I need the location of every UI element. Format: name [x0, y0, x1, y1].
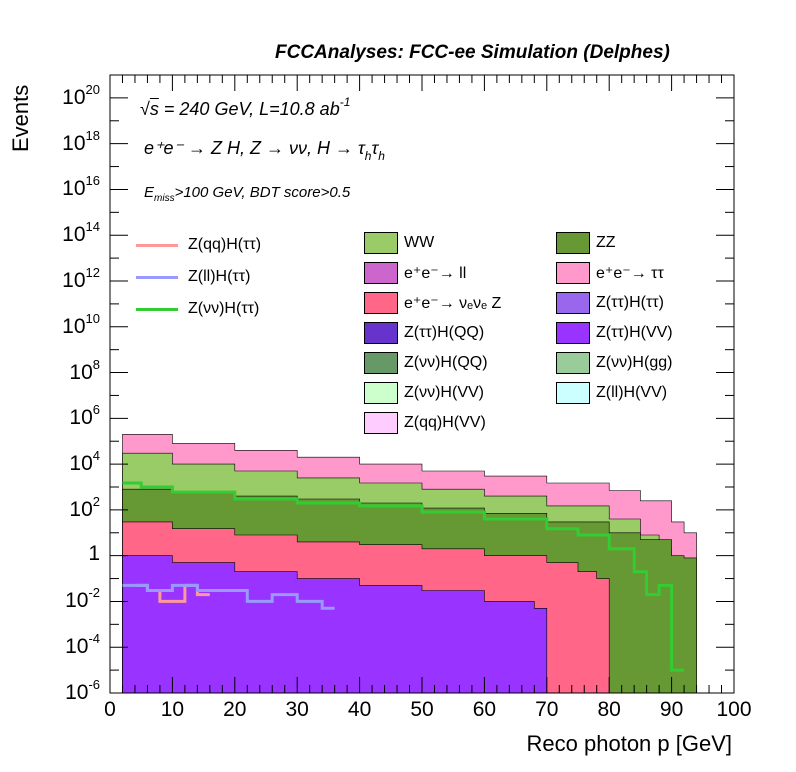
cut-e: E [144, 184, 155, 201]
y-tick-label: 10-4 [65, 631, 100, 659]
legend-label: Z(νν)H(QQ) [404, 354, 488, 371]
legend-item-tautauHQQ: Z(ττ)H(QQ) [364, 322, 484, 344]
legend-label: e⁺e⁻→ ττ [596, 265, 664, 282]
legend-label: Z(ll)H(ττ) [188, 268, 251, 285]
legend-label: Z(ll)H(VV) [596, 384, 668, 401]
energy-lumi-label: √s = 240 GeV, L=10.8 ab-1 [140, 95, 351, 119]
x-tick-label: 60 [472, 698, 497, 721]
legend-item-nunuHQQ: Z(νν)H(QQ) [364, 352, 488, 374]
legend-label: ZZ [596, 234, 616, 251]
legend-swatch [364, 352, 398, 374]
plot-header: FCCAnalyses: FCC-ee Simulation (Delphes) [275, 42, 670, 63]
y-tick-label: 1018 [62, 127, 100, 155]
cut-text: >100 GeV, BDT score>0.5 [174, 184, 351, 201]
process-label: e⁺e⁻ → Z H, Z → νν, H → τhτh [144, 138, 385, 163]
process-text: e⁺e⁻ → Z H, Z → νν, H → τ [144, 138, 365, 158]
legend-item-llHVV: Z(ll)H(VV) [556, 382, 667, 404]
x-tick-label: 0 [104, 698, 116, 721]
y-tick-label: 1020 [62, 81, 100, 109]
legend-line [136, 307, 178, 311]
legend-swatch [364, 382, 398, 404]
y-tick-label: 108 [69, 356, 100, 384]
cut-sub: miss [154, 193, 175, 204]
energy-text: = 240 GeV, L=10.8 ab [158, 99, 340, 119]
lumi-exponent: -1 [339, 95, 351, 109]
tau-sub-1: h [364, 149, 372, 163]
sqrt-s: s [149, 99, 159, 119]
y-tick-label: 1014 [62, 219, 100, 247]
legend-item-sig_qq: Z(qq)H(ττ) [136, 236, 261, 254]
legend-item-ee_ll: e⁺e⁻→ ll [364, 262, 466, 284]
tau-sub-2: h [378, 149, 385, 163]
x-tick-label: 40 [347, 698, 372, 721]
legend-item-tautauHtautau: Z(ττ)H(ττ) [556, 292, 664, 314]
legend-line [136, 275, 178, 279]
y-tick-label: 10-6 [65, 677, 100, 704]
signal-sig_ll [122, 583, 335, 610]
legend-label: Z(νν)H(gg) [596, 354, 673, 371]
stacked-histograms [122, 434, 697, 694]
legend-item-nunuHgg: Z(νν)H(gg) [556, 352, 672, 374]
legend-swatch [556, 382, 590, 404]
y-tick-label: 104 [69, 448, 100, 476]
cut-label: Emiss>100 GeV, BDT score>0.5 [144, 184, 351, 204]
legend-swatch [364, 232, 398, 254]
x-tick-label: 90 [659, 698, 684, 721]
legend-item-ZZ: ZZ [556, 232, 616, 254]
legend-swatch [556, 262, 590, 284]
legend-label: Z(qq)H(VV) [404, 414, 486, 431]
legend-item-nunuHVV: Z(νν)H(VV) [364, 382, 484, 404]
y-tick-label: 1016 [62, 173, 100, 201]
x-tick-label: 80 [597, 698, 621, 721]
legend-label: Z(qq)H(ττ) [188, 236, 262, 253]
x-axis-label: Reco photon p [GeV] [526, 731, 732, 756]
legend-label: e⁺e⁻→ νₑνₑ Z [404, 295, 502, 312]
y-tick-label: 102 [69, 493, 100, 521]
tau-2: τ [371, 138, 379, 158]
x-tick-label: 10 [160, 698, 185, 721]
x-tick-label: 100 [716, 698, 752, 721]
legend-label: Z(ττ)H(QQ) [404, 324, 485, 341]
x-tick-label: 70 [535, 698, 559, 721]
legend-label: Z(νν)H(ττ) [188, 300, 260, 317]
y-tick-label: 1010 [62, 310, 100, 338]
legend-item-ee_nunuZ: e⁺e⁻→ νₑνₑ Z [364, 292, 501, 314]
x-tick-label: 50 [410, 698, 434, 721]
y-tick-label: 1012 [62, 265, 100, 292]
x-tick-label: 30 [285, 698, 309, 721]
legend-swatch [556, 322, 590, 344]
legend-item-sig_ll: Z(ll)H(ττ) [136, 268, 250, 286]
legend-label: Z(ττ)H(VV) [596, 324, 673, 341]
legend-label: Z(νν)H(VV) [404, 384, 484, 401]
legend-item-ee_tautau: e⁺e⁻→ ττ [556, 262, 664, 284]
legend-swatch [556, 292, 590, 314]
legend-swatch [364, 262, 398, 284]
legend-swatch [556, 352, 590, 374]
legend-swatch [556, 232, 590, 254]
y-tick-label: 106 [69, 402, 100, 430]
legend-item-WW: WW [364, 232, 434, 254]
legend-swatch [364, 412, 398, 434]
x-tick-label: 20 [223, 698, 247, 721]
y-tick-label: 10-2 [65, 585, 100, 613]
legend-item-sig_nunu: Z(νν)H(ττ) [136, 300, 259, 318]
legend-item-tautauHVV: Z(ττ)H(VV) [556, 322, 673, 344]
legend-item-qqHVV: Z(qq)H(VV) [364, 412, 486, 434]
legend-label: e⁺e⁻→ ll [404, 265, 467, 282]
legend-line [136, 243, 178, 247]
axis-ticks [109, 75, 735, 694]
signal-sig_nunu [122, 481, 685, 672]
legend-label: WW [404, 234, 435, 251]
legend-label: Z(ττ)H(ττ) [596, 294, 664, 311]
signal-lines [122, 481, 685, 672]
legend-swatch [364, 292, 398, 314]
legend-swatch [364, 322, 398, 344]
y-tick-label: 1 [88, 541, 100, 565]
